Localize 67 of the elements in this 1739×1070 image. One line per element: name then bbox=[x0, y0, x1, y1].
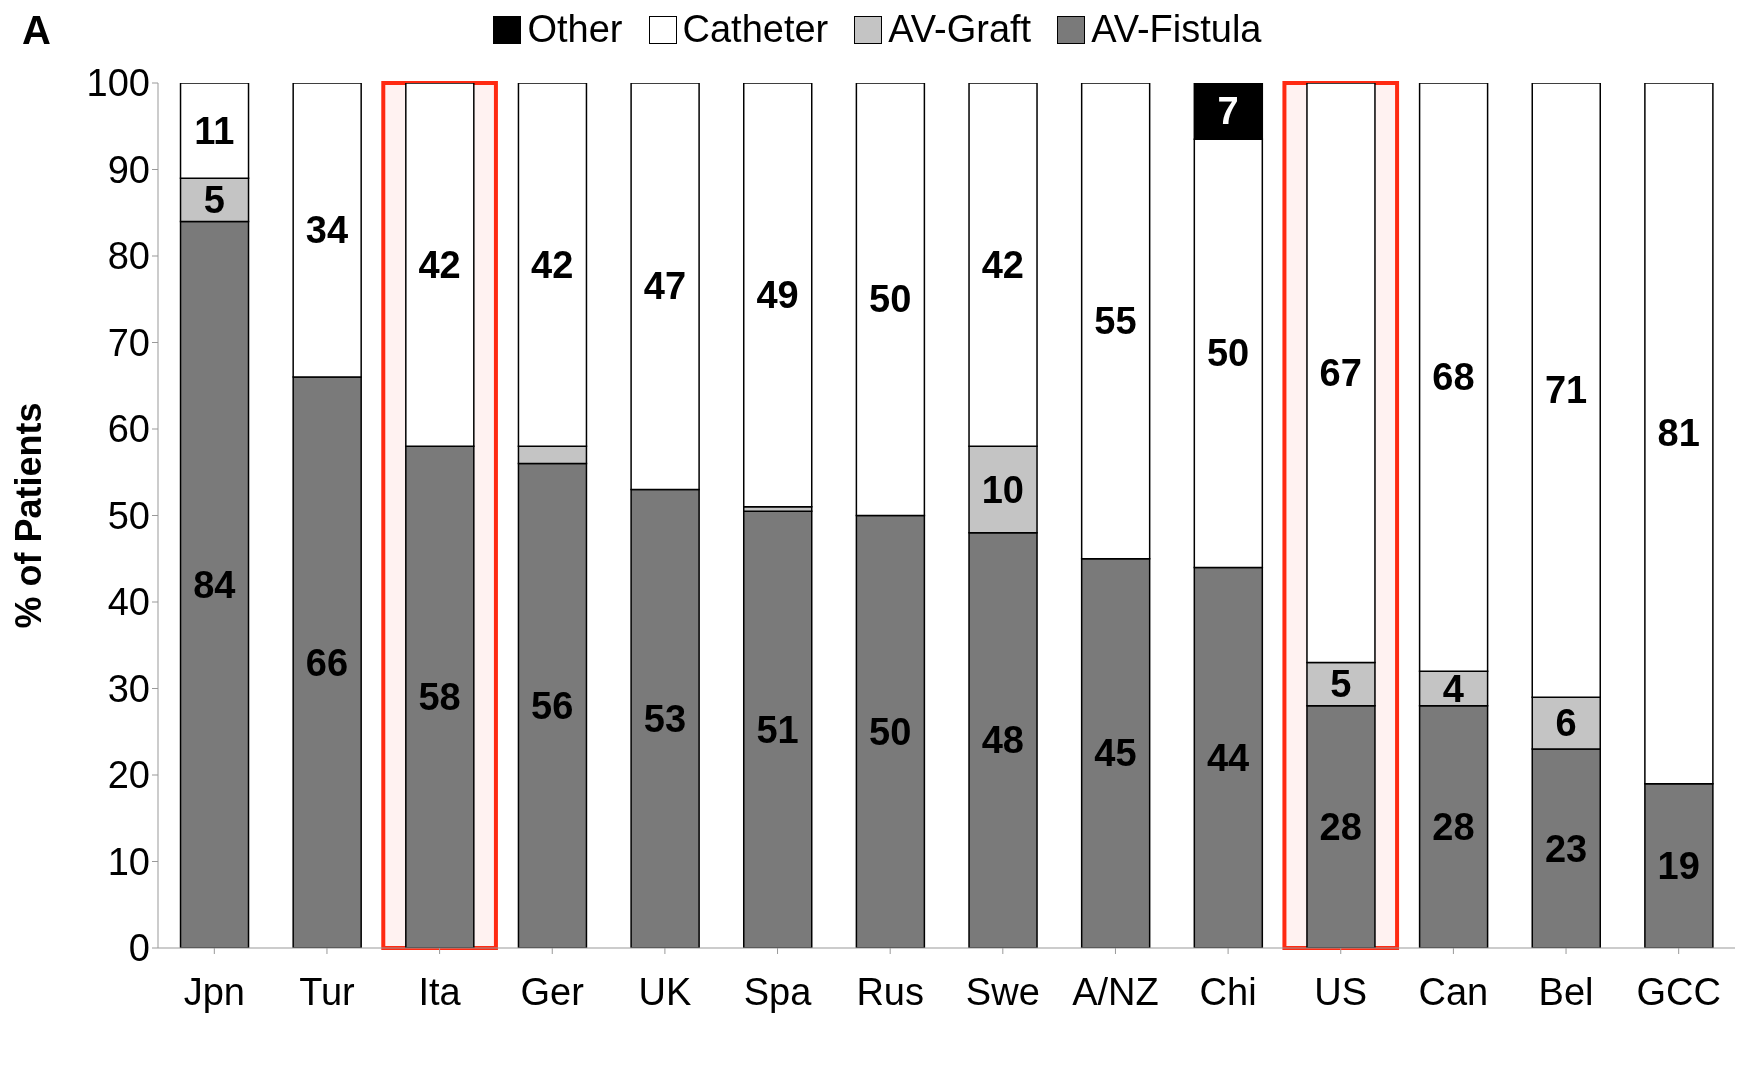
data-label: 71 bbox=[1544, 369, 1588, 412]
y-tick-label: 90 bbox=[107, 148, 150, 191]
y-tick-label: 60 bbox=[107, 408, 150, 451]
x-tick-label: Bel bbox=[1538, 970, 1594, 1013]
y-tick-label: 40 bbox=[107, 581, 150, 624]
x-tick-label: Spa bbox=[743, 970, 813, 1013]
data-label: 51 bbox=[756, 708, 799, 751]
x-tick-label: Swe bbox=[965, 970, 1040, 1013]
data-label: 47 bbox=[643, 265, 687, 308]
x-tick-label: Ger bbox=[520, 970, 585, 1013]
data-label: 48 bbox=[981, 719, 1024, 762]
legend-label: Catheter bbox=[682, 8, 829, 51]
data-label: 84 bbox=[193, 563, 236, 606]
data-label: 42 bbox=[981, 243, 1024, 286]
y-tick-label: 50 bbox=[107, 494, 150, 537]
data-label: 42 bbox=[531, 243, 574, 286]
y-tick-label: 80 bbox=[107, 235, 150, 278]
x-tick-label: GCC bbox=[1636, 970, 1721, 1013]
x-tick-label: Can bbox=[1418, 970, 1489, 1013]
data-label: 68 bbox=[1432, 356, 1475, 399]
data-label: 7 bbox=[1217, 90, 1239, 133]
x-tick-label: A/NZ bbox=[1072, 970, 1159, 1013]
bar bbox=[742, 510, 813, 948]
data-label: 6 bbox=[1555, 702, 1577, 745]
y-tick-label: 20 bbox=[107, 754, 150, 797]
data-label: 42 bbox=[418, 243, 461, 286]
data-label: 53 bbox=[643, 697, 687, 740]
data-label: 58 bbox=[418, 676, 461, 719]
data-label: 23 bbox=[1544, 827, 1588, 870]
x-tick-label: UK bbox=[638, 970, 692, 1013]
x-tick-label: Chi bbox=[1199, 970, 1257, 1013]
y-axis-title: % of Patients bbox=[7, 402, 49, 629]
bar bbox=[742, 83, 813, 508]
legend-label: AV-Fistula bbox=[1091, 8, 1262, 51]
x-tick-label: Ita bbox=[418, 970, 462, 1013]
legend-label: Other bbox=[527, 8, 623, 51]
data-label: 50 bbox=[869, 710, 912, 753]
data-label: 67 bbox=[1319, 351, 1362, 394]
x-tick-label: Rus bbox=[856, 970, 924, 1013]
y-tick-label: 100 bbox=[86, 62, 150, 105]
data-label: 4 bbox=[1442, 667, 1464, 710]
data-label: 50 bbox=[1206, 332, 1250, 375]
data-label: 28 bbox=[1319, 805, 1362, 848]
data-label: 5 bbox=[1330, 663, 1352, 706]
data-label: 44 bbox=[1206, 736, 1250, 779]
data-label: 28 bbox=[1432, 805, 1475, 848]
data-label: 45 bbox=[1094, 732, 1137, 775]
data-label: 81 bbox=[1657, 412, 1700, 455]
y-tick-label: 0 bbox=[128, 927, 150, 970]
x-tick-label: US bbox=[1314, 970, 1368, 1013]
y-tick-label: 10 bbox=[107, 840, 150, 883]
data-label: 56 bbox=[531, 684, 574, 727]
y-tick-label: 70 bbox=[107, 321, 150, 364]
y-tick-label: 30 bbox=[107, 667, 150, 710]
x-tick-label: Tur bbox=[299, 970, 356, 1013]
data-label: 66 bbox=[305, 641, 349, 684]
text: A bbox=[22, 8, 51, 53]
data-label: 11 bbox=[194, 109, 235, 152]
data-label: 34 bbox=[305, 209, 349, 252]
data-label: 50 bbox=[869, 278, 912, 321]
x-tick-label: Jpn bbox=[183, 970, 245, 1013]
data-label: 19 bbox=[1657, 844, 1700, 887]
data-label: 55 bbox=[1094, 299, 1137, 342]
legend-label: AV-Graft bbox=[888, 8, 1032, 51]
data-label: 49 bbox=[756, 273, 799, 316]
data-label: 5 bbox=[203, 178, 225, 221]
data-label: 10 bbox=[981, 468, 1024, 511]
